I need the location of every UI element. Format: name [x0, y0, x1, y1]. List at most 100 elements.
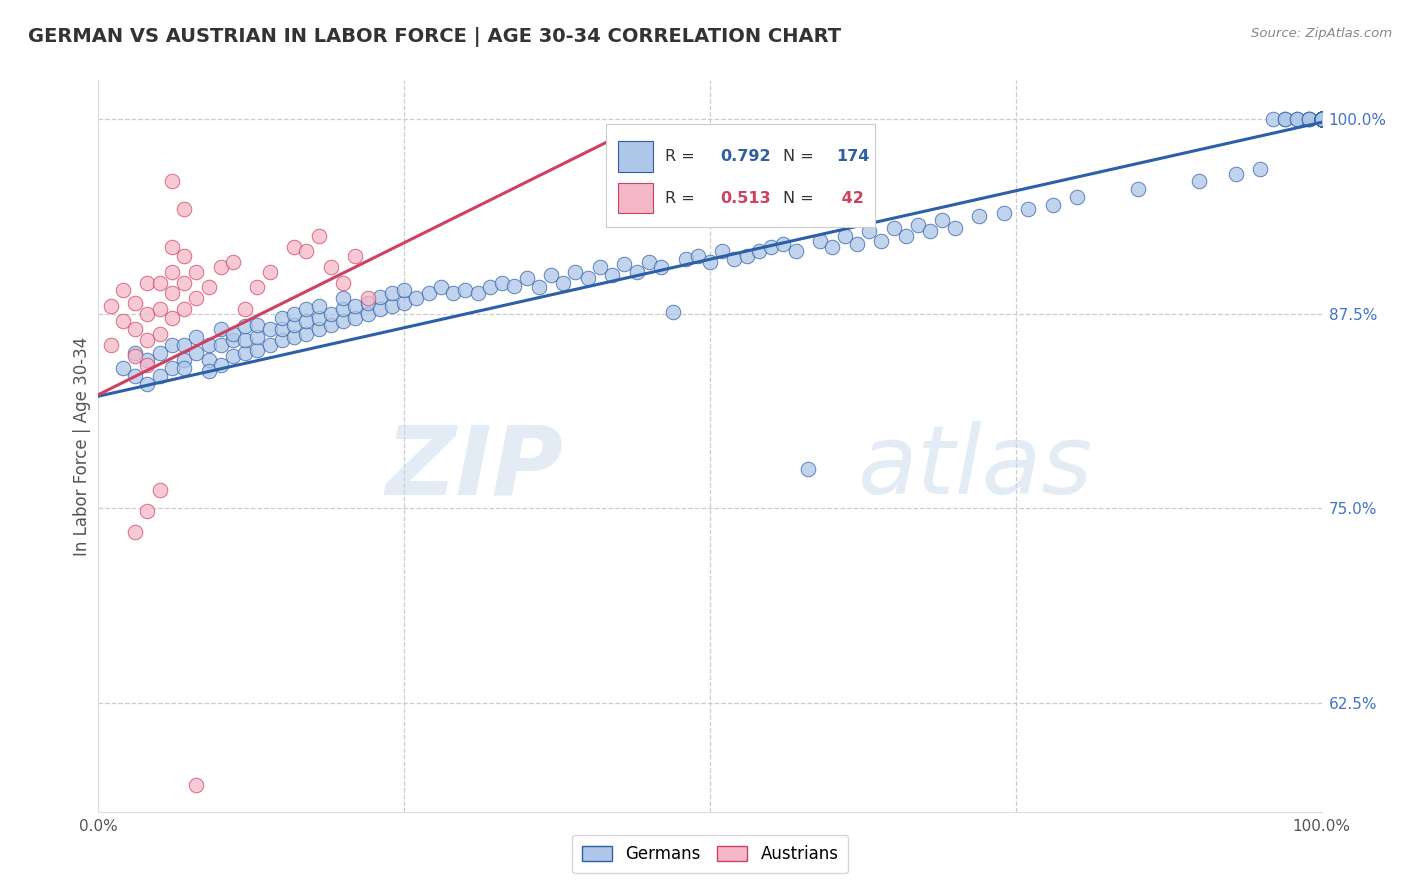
- Point: [270, 322, 294, 336]
- Point: [1042, 198, 1064, 212]
- Point: [222, 255, 245, 269]
- Point: [1310, 112, 1333, 127]
- Point: [675, 252, 697, 267]
- Point: [149, 326, 172, 341]
- Point: [319, 318, 342, 332]
- Point: [332, 276, 354, 290]
- Text: 174: 174: [837, 149, 869, 164]
- Point: [858, 224, 880, 238]
- Point: [173, 301, 195, 316]
- Point: [197, 280, 219, 294]
- Point: [1310, 112, 1333, 127]
- Point: [1249, 161, 1271, 176]
- Point: [124, 322, 146, 336]
- Point: [308, 299, 330, 313]
- Point: [344, 311, 367, 326]
- Text: 0.513: 0.513: [720, 191, 770, 205]
- Point: [1310, 112, 1333, 127]
- Point: [491, 276, 513, 290]
- Point: [834, 228, 856, 243]
- Point: [1310, 112, 1333, 127]
- Point: [1310, 112, 1333, 127]
- Point: [173, 276, 195, 290]
- Point: [136, 276, 159, 290]
- Point: [124, 349, 146, 363]
- Point: [295, 326, 318, 341]
- Point: [149, 345, 172, 359]
- Point: [1310, 112, 1333, 127]
- Point: [308, 322, 330, 336]
- Point: [1310, 112, 1333, 127]
- Y-axis label: In Labor Force | Age 30-34: In Labor Force | Age 30-34: [73, 336, 91, 556]
- Point: [1310, 112, 1333, 127]
- Point: [308, 311, 330, 326]
- Point: [1310, 112, 1333, 127]
- Point: [173, 202, 195, 217]
- Point: [1310, 112, 1333, 127]
- Text: N =: N =: [783, 149, 820, 164]
- Point: [772, 236, 794, 251]
- Point: [368, 290, 391, 304]
- Point: [319, 260, 342, 274]
- Text: R =: R =: [665, 149, 700, 164]
- Point: [233, 301, 256, 316]
- Point: [430, 280, 453, 294]
- Point: [1310, 112, 1333, 127]
- Point: [1310, 112, 1333, 127]
- Point: [344, 299, 367, 313]
- Point: [344, 249, 367, 263]
- Point: [1298, 112, 1320, 127]
- Point: [1310, 112, 1333, 127]
- Point: [1310, 112, 1333, 127]
- Point: [686, 249, 709, 263]
- Point: [259, 265, 281, 279]
- Point: [1310, 112, 1333, 127]
- Point: [454, 284, 477, 298]
- Point: [1310, 112, 1333, 127]
- Point: [246, 318, 269, 332]
- Point: [1310, 112, 1333, 127]
- Point: [197, 338, 219, 352]
- Point: [1310, 112, 1333, 127]
- Point: [209, 260, 232, 274]
- Point: [270, 333, 294, 347]
- Point: [124, 345, 146, 359]
- Point: [1310, 112, 1333, 127]
- Point: [1310, 112, 1333, 127]
- Point: [209, 322, 232, 336]
- Point: [111, 361, 134, 376]
- Point: [222, 326, 245, 341]
- Point: [173, 338, 195, 352]
- Text: ZIP: ZIP: [385, 421, 564, 515]
- Point: [233, 333, 256, 347]
- Point: [160, 361, 183, 376]
- Point: [356, 291, 378, 305]
- Point: [883, 221, 905, 235]
- Point: [124, 295, 146, 310]
- Point: [503, 278, 526, 293]
- Point: [356, 307, 378, 321]
- Text: Source: ZipAtlas.com: Source: ZipAtlas.com: [1251, 27, 1392, 40]
- Point: [1310, 112, 1333, 127]
- FancyBboxPatch shape: [606, 124, 875, 227]
- Point: [515, 271, 537, 285]
- Point: [1310, 112, 1333, 127]
- Point: [797, 462, 820, 476]
- Point: [173, 353, 195, 368]
- Point: [1310, 112, 1333, 127]
- Point: [160, 174, 183, 188]
- Point: [785, 244, 807, 259]
- Text: GERMAN VS AUSTRIAN IN LABOR FORCE | AGE 30-34 CORRELATION CHART: GERMAN VS AUSTRIAN IN LABOR FORCE | AGE …: [28, 27, 841, 46]
- Point: [1310, 112, 1333, 127]
- Point: [197, 353, 219, 368]
- Point: [186, 265, 208, 279]
- Point: [1310, 112, 1333, 127]
- Point: [1066, 190, 1088, 204]
- Point: [136, 353, 159, 368]
- Point: [1310, 112, 1333, 127]
- Text: 0.792: 0.792: [720, 149, 770, 164]
- Point: [967, 209, 990, 223]
- Point: [160, 338, 183, 352]
- Point: [1310, 112, 1333, 127]
- Point: [1310, 112, 1333, 127]
